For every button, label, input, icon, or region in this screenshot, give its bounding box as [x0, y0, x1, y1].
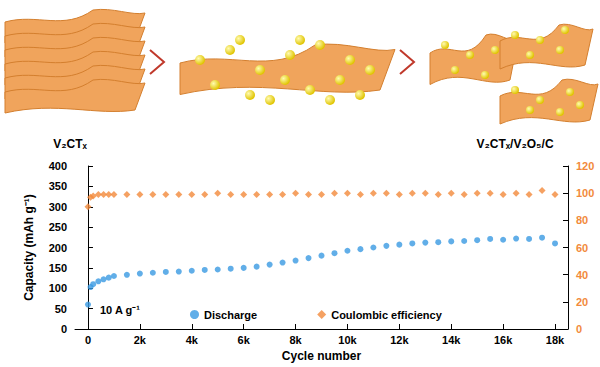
svg-text:Discharge: Discharge: [204, 309, 257, 321]
svg-text:300: 300: [49, 201, 67, 213]
svg-text:18k: 18k: [546, 334, 565, 346]
svg-text:100: 100: [49, 282, 67, 294]
svg-text:14k: 14k: [442, 334, 461, 346]
svg-text:80: 80: [576, 214, 588, 226]
svg-text:40: 40: [576, 269, 588, 281]
svg-text:10k: 10k: [338, 334, 357, 346]
svg-text:400: 400: [49, 160, 67, 172]
svg-text:6k: 6k: [238, 334, 251, 346]
svg-text:16k: 16k: [494, 334, 513, 346]
svg-text:V₂CTₓ/V₂O₅/C: V₂CTₓ/V₂O₅/C: [476, 137, 554, 151]
svg-text:0: 0: [576, 323, 582, 335]
svg-text:4k: 4k: [186, 334, 199, 346]
svg-text:50: 50: [55, 303, 67, 315]
svg-text:Coulombic efficiency: Coulombic efficiency: [331, 309, 443, 321]
svg-text:0: 0: [85, 334, 91, 346]
svg-text:8k: 8k: [289, 334, 302, 346]
svg-text:60: 60: [576, 242, 588, 254]
svg-text:10 A g⁻¹: 10 A g⁻¹: [100, 304, 140, 316]
svg-text:Cycle number: Cycle number: [282, 349, 362, 363]
svg-text:100: 100: [576, 187, 594, 199]
svg-text:2k: 2k: [134, 334, 147, 346]
svg-text:0: 0: [61, 323, 67, 335]
svg-text:120: 120: [576, 160, 594, 172]
svg-text:250: 250: [49, 221, 67, 233]
svg-text:V₂CTₓ: V₂CTₓ: [53, 137, 87, 151]
svg-text:150: 150: [49, 262, 67, 274]
svg-text:20: 20: [576, 296, 588, 308]
svg-text:200: 200: [49, 242, 67, 254]
svg-text:Capacity (mAh g⁻¹): Capacity (mAh g⁻¹): [22, 194, 36, 301]
svg-text:350: 350: [49, 180, 67, 192]
svg-text:12k: 12k: [390, 334, 409, 346]
